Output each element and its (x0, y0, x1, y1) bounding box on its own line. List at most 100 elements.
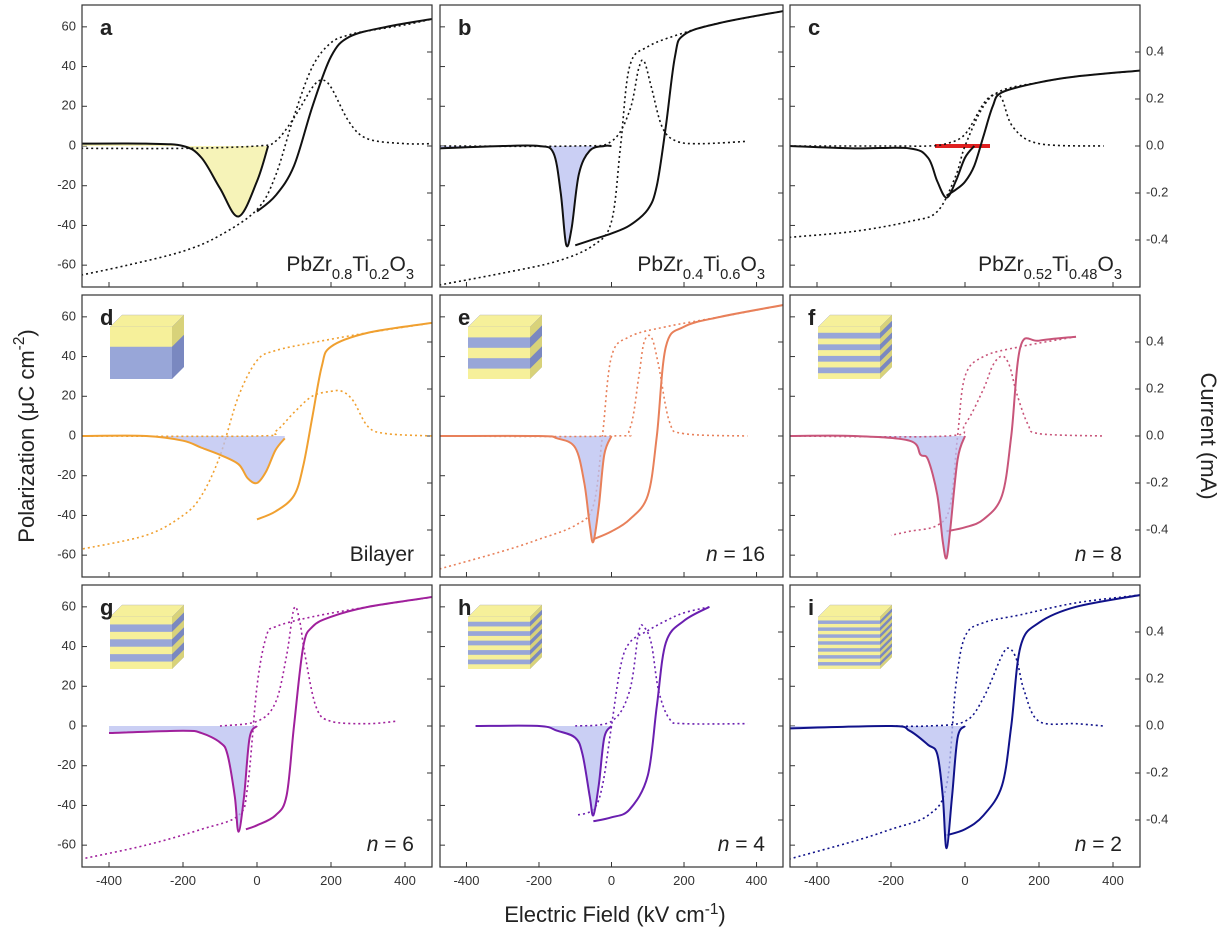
y-tick-label: -20 (57, 757, 76, 772)
layer-inset (467, 314, 543, 379)
x-tick-label: -400 (96, 873, 122, 888)
text-part: = 4 (729, 833, 765, 856)
polarization-curve (592, 304, 783, 541)
text-part: n (718, 833, 730, 856)
polarization-curve (574, 606, 710, 817)
inset-stripe (818, 665, 880, 669)
plot-data (790, 335, 1104, 560)
layer-inset (817, 314, 893, 379)
current-curve (82, 142, 270, 218)
inset-top (467, 604, 543, 618)
panel-frame (439, 4, 784, 288)
panel-annotation: n = 8 (1075, 543, 1122, 566)
inset-stripe (818, 338, 880, 345)
inset-front (468, 617, 530, 669)
inset-stripe (468, 645, 530, 651)
y-tick-label: -60 (57, 547, 76, 562)
inset-stripe-side (880, 618, 892, 635)
y-tick-label: -40 (57, 217, 76, 232)
plot-data (790, 594, 1140, 860)
text-part: = 6 (378, 833, 414, 856)
inset-stripe (468, 664, 530, 669)
polarization-curve (82, 18, 432, 276)
y2-tick-label: 0.0 (1146, 137, 1164, 152)
y2-tick-label: 0.4 (1146, 333, 1164, 348)
inset-stripe (818, 327, 880, 333)
polarization-curve (245, 596, 432, 831)
inset-stripe-side (172, 605, 184, 625)
inset-stripe-side (880, 361, 892, 379)
panel-frame (81, 294, 433, 578)
y2-tick-label: -0.4 (1146, 521, 1168, 536)
y-tick-label: 20 (62, 98, 76, 113)
polarization-curve (890, 335, 1077, 537)
y2-tick-label: -0.2 (1146, 764, 1168, 779)
plot-data (440, 10, 783, 286)
y2-axis-title: Current (mA) (1196, 372, 1221, 499)
inset-stripe (468, 635, 530, 641)
y2-tick-label: -0.2 (1146, 184, 1168, 199)
inset-stripe-side (880, 646, 892, 663)
y2-tick-label: 0.2 (1146, 380, 1164, 395)
y2-tick-label: 0.0 (1146, 427, 1164, 442)
y-tick-label: -60 (57, 837, 76, 852)
panel-annotation: Bilayer (350, 543, 414, 566)
y2-tick-label: -0.4 (1146, 811, 1168, 826)
y-tick-label: 40 (62, 58, 76, 73)
inset-stripe-side (880, 639, 892, 656)
x-tick-label: -200 (526, 873, 552, 888)
inset-stripe-side (880, 632, 892, 649)
inset-stripe-side (880, 625, 892, 642)
inset-stripe-side (172, 634, 184, 655)
polarization-curve (440, 10, 783, 286)
polarization-curve (945, 69, 1140, 197)
y-tick-label: 20 (62, 388, 76, 403)
panel: -0.4 -0.2 0.0 0.2 0.4 f n = 8 (789, 294, 1168, 578)
x-tick-label: 0 (961, 873, 968, 888)
text-part: Ti (352, 253, 369, 276)
inset-stripe (110, 661, 172, 669)
inset-stripe (818, 350, 880, 356)
panel: b PbZr0.4Ti0.6O3 (439, 4, 784, 288)
panel-frame (789, 584, 1141, 868)
inset-stripe (468, 626, 530, 632)
y-tick-label: -20 (57, 467, 76, 482)
inset-top (109, 604, 185, 618)
current-curve (108, 725, 258, 833)
panel: -60 -40 -20 0 20 40 60 d Bilayer (57, 294, 433, 578)
inset-stripe (110, 631, 172, 640)
inset-stripe (468, 327, 530, 338)
inset-stripe-side (172, 649, 184, 669)
panel-frame (789, 4, 1141, 288)
x-tick-label: 400 (746, 873, 768, 888)
text-part: n (367, 833, 379, 856)
x-tick-label: -200 (878, 873, 904, 888)
y-axis-title: Polarization (μC cm-2) (11, 329, 39, 542)
y-tick-label: -60 (57, 257, 76, 272)
text-part: 3 (757, 267, 765, 283)
x-tick-label: 200 (1028, 873, 1050, 888)
panel-frame (81, 584, 433, 868)
current-curve (440, 59, 748, 148)
inset-stripe-side (172, 315, 184, 347)
polarization-curve (256, 321, 432, 521)
inset-stripe (818, 623, 880, 628)
plot-data (475, 605, 748, 823)
y2-tick-label: -0.2 (1146, 474, 1168, 489)
panel-frame (789, 294, 1141, 578)
y-tick-label: 20 (62, 678, 76, 693)
text-part: 3 (406, 267, 414, 283)
current-area (790, 725, 965, 849)
panel: -60 -40 -20 0 20 40 60 a PbZr0.8Ti0.2O3 (57, 4, 433, 288)
current-curve (440, 144, 612, 248)
inset-stripe (818, 617, 880, 621)
panel-label: d (100, 305, 113, 330)
text-part: ) (718, 902, 725, 927)
x-tick-label: 0 (253, 873, 260, 888)
polarization-curve (82, 596, 432, 860)
text-part: = 2 (1086, 833, 1122, 856)
plot-data (82, 596, 432, 860)
inset-stripe (818, 651, 880, 656)
x-axis-title: Electric Field (kV cm-1) (504, 901, 726, 928)
